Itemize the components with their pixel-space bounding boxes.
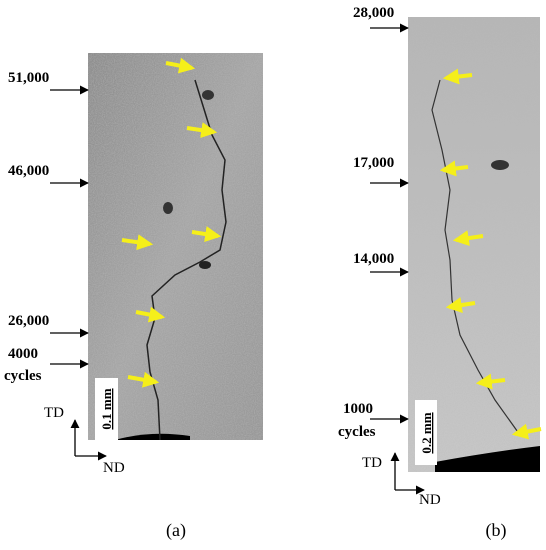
start-label: cycles: [4, 368, 42, 384]
start-label: 4000: [8, 346, 38, 362]
cycle-mark: 51,000: [8, 70, 49, 86]
start-label: cycles: [338, 424, 376, 440]
scale-bar: 0.2 mm: [419, 412, 434, 453]
axis-label: TD: [362, 455, 382, 471]
cycle-mark: 28,000: [353, 5, 394, 21]
cycle-mark: 46,000: [8, 163, 49, 179]
caption: (a): [166, 520, 186, 541]
micrograph-b: [408, 17, 542, 472]
micrograph-a: [88, 53, 263, 441]
labels-b: 28,000 17,000 14,000 1000 cycles: [338, 5, 394, 440]
scale-bar: 0.1 mm: [99, 388, 114, 429]
axis-label: TD: [44, 405, 64, 421]
arrows-b: [370, 23, 425, 495]
labels-a: 51,000 46,000 26,000 4000 cycles: [4, 70, 49, 384]
cycle-mark: 14,000: [353, 251, 394, 267]
axis-label: ND: [103, 460, 125, 476]
caption: (b): [486, 520, 507, 541]
cycle-mark: 26,000: [8, 313, 49, 329]
cycle-mark: 17,000: [353, 155, 394, 171]
arrows-a: [50, 85, 107, 461]
axis-label: ND: [419, 492, 441, 508]
start-label: 1000: [343, 401, 373, 417]
